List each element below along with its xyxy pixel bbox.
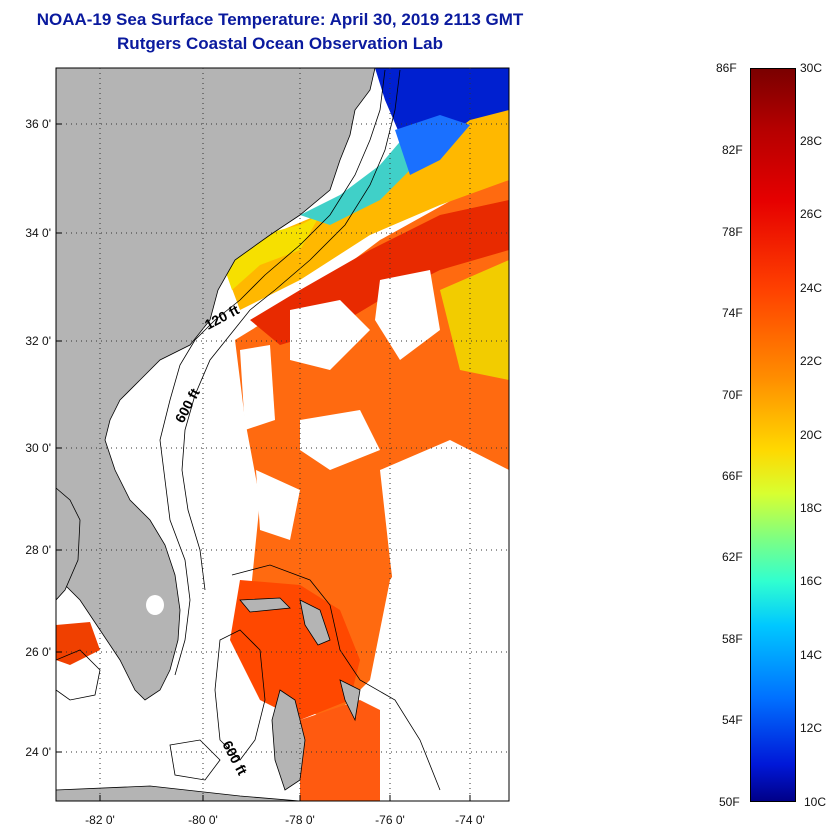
colorbar-c-label: 20C <box>800 428 823 442</box>
colorbar-f-label: 70F <box>722 388 743 402</box>
colorbar-c-label: 30C <box>800 61 823 75</box>
lat-tick-label: 34 0' <box>25 226 51 240</box>
colorbar-c-label: 24C <box>800 281 823 295</box>
bahamas-grand-bahama <box>239 597 291 613</box>
lat-tick-label: 28 0' <box>25 543 51 557</box>
colorbar-c-label: 10C <box>804 795 827 809</box>
colorbar-c-label: 12C <box>800 721 823 735</box>
colorbar-f-label: 86F <box>716 61 737 75</box>
colorbar-f-label: 74F <box>722 306 743 320</box>
sst-shelf-yellow <box>220 215 320 290</box>
gulf-coast-land <box>56 487 81 601</box>
bahamas-andros <box>271 689 306 791</box>
bahamas-abaco <box>299 599 331 646</box>
lon-tick-label: -78 0' <box>285 813 315 827</box>
isobath-contours <box>56 69 441 791</box>
tick-marks <box>56 123 471 801</box>
colorbar-f-label: 62F <box>722 550 743 564</box>
lake-okeechobee <box>146 595 164 615</box>
lat-tick-label: 30 0' <box>25 441 51 455</box>
colorbar-f-label: 50F <box>719 795 740 809</box>
colorbar-c-label: 18C <box>800 501 823 515</box>
lon-tick-label: -82 0' <box>85 813 115 827</box>
sst-cool-eddy <box>395 115 470 175</box>
map-frame <box>55 67 510 802</box>
lat-tick-label: 24 0' <box>25 745 51 759</box>
colorbar-f-label: 82F <box>722 143 743 157</box>
map-content <box>56 68 509 801</box>
us-coast-land <box>56 68 376 701</box>
colorbar-f-label: 66F <box>722 469 743 483</box>
colorbar-f-label: 58F <box>722 632 743 646</box>
cloud-patches <box>240 270 509 801</box>
graticule <box>56 68 509 801</box>
sst-florida-straits <box>56 622 100 665</box>
colorbar-c-label: 26C <box>800 207 823 221</box>
lon-tick-label: -74 0' <box>455 813 485 827</box>
lat-tick-label: 26 0' <box>25 645 51 659</box>
sst-southern-water <box>230 580 360 720</box>
colorbar-f-label: 54F <box>722 713 743 727</box>
bahamas-eleuthera <box>339 679 361 722</box>
lon-tick-label: -76 0' <box>375 813 405 827</box>
colorbar-c-label: 28C <box>800 134 823 148</box>
colorbar-c-label: 16C <box>800 574 823 588</box>
map-subtitle: Rutgers Coastal Ocean Observation Lab <box>117 34 443 53</box>
colorbar-f-label: 78F <box>722 225 743 239</box>
sst-offshore-yellow <box>440 260 509 380</box>
lat-tick-label: 32 0' <box>25 334 51 348</box>
temperature-colorbar <box>750 68 796 802</box>
map-title: NOAA-19 Sea Surface Temperature: April 3… <box>36 10 524 29</box>
cuba-land <box>56 785 301 801</box>
colorbar-c-label: 14C <box>800 648 823 662</box>
colorbar-c-label: 22C <box>800 354 823 368</box>
lat-tick-label: 36 0' <box>25 117 51 131</box>
lon-tick-label: -80 0' <box>188 813 218 827</box>
